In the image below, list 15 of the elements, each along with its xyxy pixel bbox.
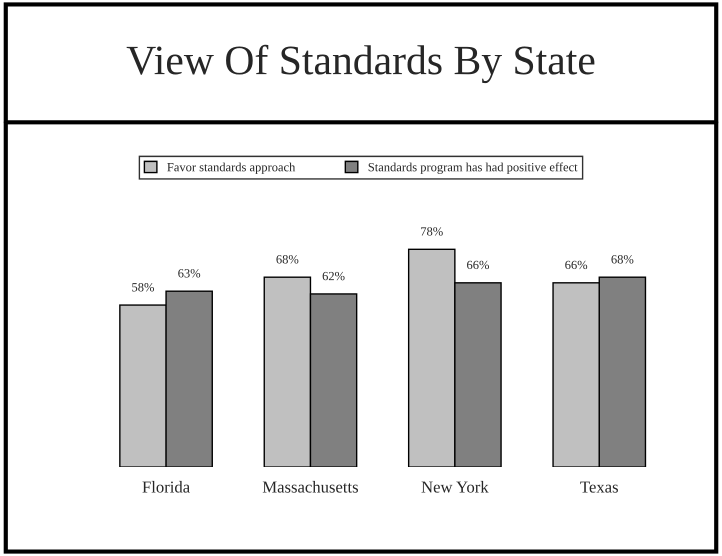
data-label: 58% [132, 283, 154, 292]
data-label: 78% [421, 227, 443, 236]
data-label: 68% [611, 255, 634, 264]
chart-title: View Of Standards By State [126, 44, 594, 84]
data-label: 62% [322, 272, 345, 280]
x-tick-label: Massachusetts [262, 480, 358, 493]
data-label: 66% [565, 260, 588, 270]
legend-label: Standards program has had positive effect [368, 162, 578, 174]
x-tick-label: New York [422, 480, 489, 493]
data-label: 68% [276, 255, 298, 264]
x-tick-label: Florida [142, 480, 190, 493]
x-tick-label: Texas [580, 482, 618, 493]
data-label: 66% [467, 260, 489, 270]
data-label: 63% [178, 269, 200, 278]
legend-label: Favor standards approach [167, 162, 296, 174]
